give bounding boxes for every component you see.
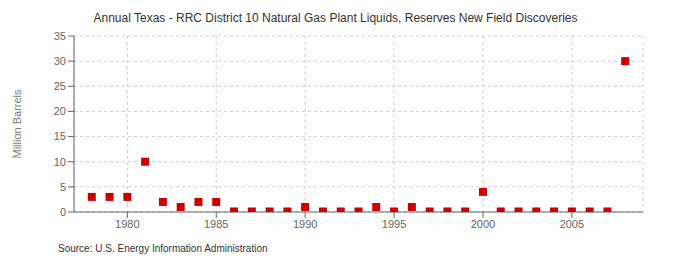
svg-text:0: 0 bbox=[60, 206, 66, 218]
html-text:Source: U.S. Energy Informatio: Source: U.S. Energy Information Administ… bbox=[58, 243, 268, 254]
svg-text:25: 25 bbox=[54, 80, 66, 92]
svg-text:30: 30 bbox=[54, 55, 66, 67]
svg-text:15: 15 bbox=[54, 130, 66, 142]
svg-text:1995: 1995 bbox=[382, 218, 406, 230]
svg-text:5: 5 bbox=[60, 181, 66, 193]
svg-text:1985: 1985 bbox=[204, 218, 228, 230]
svg-text:Million Barrels: Million Barrels bbox=[11, 89, 23, 159]
svg-text:2005: 2005 bbox=[560, 218, 584, 230]
svg-text:1980: 1980 bbox=[115, 218, 139, 230]
svg-text:35: 35 bbox=[54, 30, 66, 42]
svg-text:20: 20 bbox=[54, 105, 66, 117]
html-text:Annual Texas - RRC District 10: Annual Texas - RRC District 10 Natural G… bbox=[93, 11, 578, 25]
svg-text:10: 10 bbox=[54, 156, 66, 168]
svg-text:2000: 2000 bbox=[471, 218, 495, 230]
svg-text:1990: 1990 bbox=[293, 218, 317, 230]
